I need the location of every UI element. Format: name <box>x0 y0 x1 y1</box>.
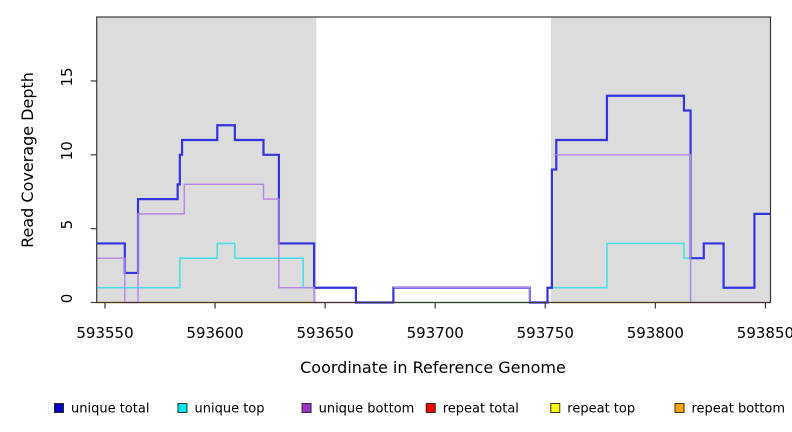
y-axis-title: Read Coverage Depth <box>18 72 37 248</box>
x-tick-label: 593750 <box>517 324 574 342</box>
legend-swatch-repeat-bottom <box>674 403 685 413</box>
legend-swatch-unique-top <box>177 403 188 413</box>
plot-border <box>96 16 772 304</box>
legend-label-unique-bottom: unique bottom <box>319 402 415 417</box>
x-tick-label: 593650 <box>297 324 354 342</box>
series-line-unique-bottom-1 <box>393 287 531 303</box>
x-tick-label: 593850 <box>737 324 792 342</box>
x-tick-label: 593600 <box>186 324 243 342</box>
y-tick-label: 0 <box>58 294 76 304</box>
repeat-region-left <box>96 17 317 303</box>
x-tick-label: 593700 <box>407 324 464 342</box>
y-tick-label: 5 <box>58 220 76 230</box>
legend-label-repeat-top: repeat top <box>567 402 635 417</box>
chart-legend: unique total unique top unique bottom repea… <box>54 402 786 417</box>
x-tick-label: 593550 <box>76 324 133 342</box>
legend-label-repeat-total: repeat total <box>443 402 519 417</box>
legend-label-unique-top: unique top <box>195 402 265 417</box>
legend-swatch-unique-bottom <box>301 403 312 413</box>
legend-swatch-unique-total <box>54 403 64 413</box>
repeat-region-right <box>551 17 771 303</box>
y-tick-label: 15 <box>58 67 76 86</box>
y-tick-label: 10 <box>58 141 76 160</box>
series-line-unique-bottom-2 <box>554 154 692 303</box>
legend-label-unique-total: unique total <box>71 402 149 417</box>
legend-swatch-repeat-total <box>425 403 436 413</box>
x-tick-label: 593800 <box>627 324 684 342</box>
legend-swatch-repeat-top <box>550 403 561 413</box>
legend-label-repeat-bottom: repeat bottom <box>692 402 786 417</box>
x-axis-title: Coordinate in Reference Genome <box>300 358 566 377</box>
